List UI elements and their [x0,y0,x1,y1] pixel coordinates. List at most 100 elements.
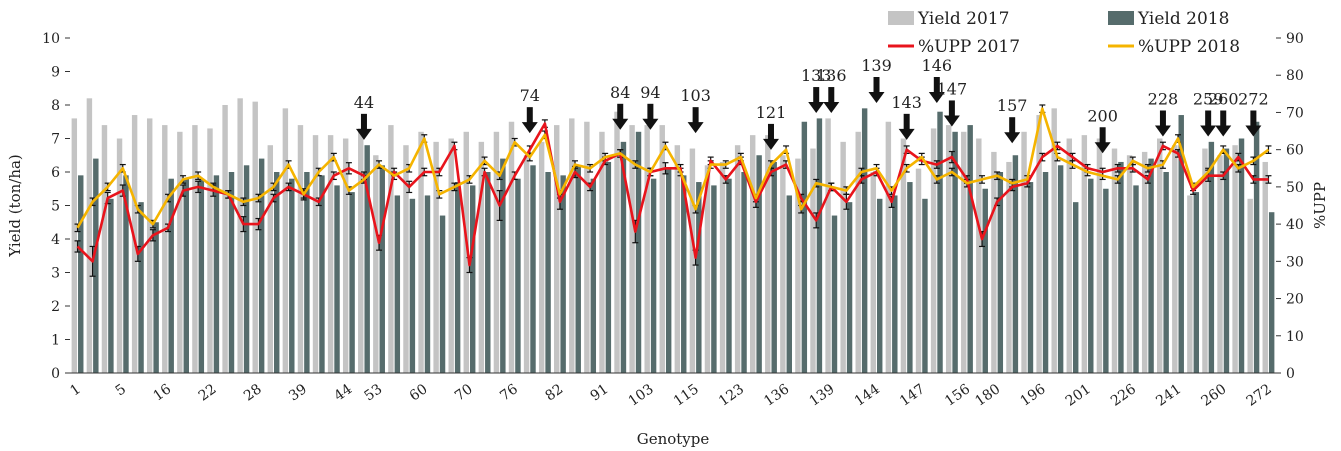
bar-yield-2018 [1012,155,1019,373]
bar-yield-2018 [289,178,295,373]
bar-yield-2018 [711,185,717,373]
bar-yield-2018 [635,131,642,373]
y2-tick-label: 80 [1286,68,1304,84]
annotation-label: 74 [520,86,540,105]
annotation-label: 200 [1087,106,1118,125]
annotation-arrow-shaft [360,113,367,130]
bar-yield-2018 [108,198,114,373]
bar-yield-2017 [538,141,545,373]
bar-yield-2017 [659,125,665,373]
bar-yield-2018 [726,178,732,373]
annotation-arrow-head [868,92,885,103]
annotation-arrow-head [898,128,915,140]
bar-yield-2018 [500,158,506,373]
bar-yield-2018 [469,185,476,373]
bar-yield-2018 [952,131,958,373]
bar-yield-2018 [846,202,853,373]
bar-yield-2018 [454,182,461,373]
bar-yield-2017 [569,118,575,374]
annotation-label: 44 [354,93,374,112]
bar-yield-2018 [258,158,265,373]
x-tick-label: 180 [972,381,1003,409]
x-tick-label: 196 [1018,381,1049,409]
annotation-arrow-head [612,118,629,130]
bar-yield-2018 [93,158,99,373]
bar-yield-2017 [885,121,892,373]
bar-yield-2017 [644,125,650,373]
y-tick-label: 6 [51,165,60,181]
bar-yield-2017 [116,138,123,373]
annotation-label: 84 [610,83,630,102]
bar-yield-2017 [327,135,334,373]
bar-yield-2018 [364,145,370,373]
y2-tick-label: 50 [1286,180,1304,196]
bar-yield-2017 [342,138,349,373]
bar-yield-2017 [674,145,681,373]
bar-yield-2017 [734,145,741,373]
bar-yield-2017 [1141,151,1148,373]
bar-yield-2018 [1163,172,1169,373]
bar-yield-2017 [403,145,409,373]
x-tick-label: 144 [852,381,883,409]
bar-yield-2018 [153,222,159,373]
annotation-label: 136 [816,66,847,85]
x-tick-label: 139 [807,381,838,409]
annotation-arrow-head [687,122,704,134]
y-tick-label: 8 [51,98,60,114]
y-tick-label: 7 [51,132,60,148]
annotation-label: 272 [1238,90,1269,109]
bar-yield-2018 [1088,178,1094,373]
annotation-arrow-shaft [1250,110,1257,127]
bar-yield-2017 [1172,145,1178,373]
bar-yield-2017 [870,172,877,373]
bar-yield-2017 [508,121,515,373]
bar-yield-2018 [409,198,416,373]
bar-yield-2018 [439,215,446,373]
bar-yield-2017 [1081,135,1088,373]
annotation-arrow-head [823,102,840,114]
bar-yield-2017 [765,135,771,373]
y2-tick-label: 10 [1286,329,1304,345]
bar-yield-2018 [168,178,174,373]
x-tick-label: 156 [942,381,973,409]
bar-yield-2017 [1202,148,1208,373]
bar-yield-2018 [1057,165,1064,373]
y2-tick-label: 20 [1286,292,1304,308]
bar-yield-2018 [816,118,823,374]
x-tick-label: 91 [588,381,612,404]
bar-yield-2017 [599,131,605,373]
lines-layer [76,107,1270,267]
bar-yield-2018 [1027,182,1034,373]
bar-yield-2017 [177,131,183,373]
annotation-label: 260 [1208,90,1239,109]
bar-yield-2018 [228,172,235,373]
bar-yield-2017 [101,125,108,373]
bar-yield-2018 [741,172,747,373]
bar-yield-2018 [530,165,536,373]
annotation-arrow-shaft [692,107,699,124]
y2-tick-label: 40 [1286,217,1304,233]
legend-label-yield-2018: Yield 2018 [1137,9,1229,29]
bar-yield-2018 [831,215,838,373]
bar-yield-2018 [1072,202,1079,373]
annotation-arrow-shaft [526,107,533,124]
bar-yield-2017 [282,108,289,373]
bar-yield-2018 [485,172,491,373]
bar-yield-2018 [1208,141,1215,373]
annotation-arrow-head [642,118,659,130]
bar-yield-2017 [523,155,530,373]
bar-yield-2017 [855,131,861,373]
annotation-label: 143 [891,93,922,112]
bar-yield-2018 [560,175,566,373]
x-tick-label: 103 [626,381,657,409]
annotation-label: 133 [801,66,832,85]
x-tick-label: 70 [452,381,476,404]
bar-yield-2018 [937,111,943,373]
bar-yield-2017 [719,161,726,373]
bar-yield-2017 [358,128,364,373]
annotation-arrow-shaft [933,77,940,93]
annotation-arrow-shaft [948,100,955,117]
bar-yield-2017 [448,138,454,373]
bar-yield-2018 [1148,158,1154,373]
